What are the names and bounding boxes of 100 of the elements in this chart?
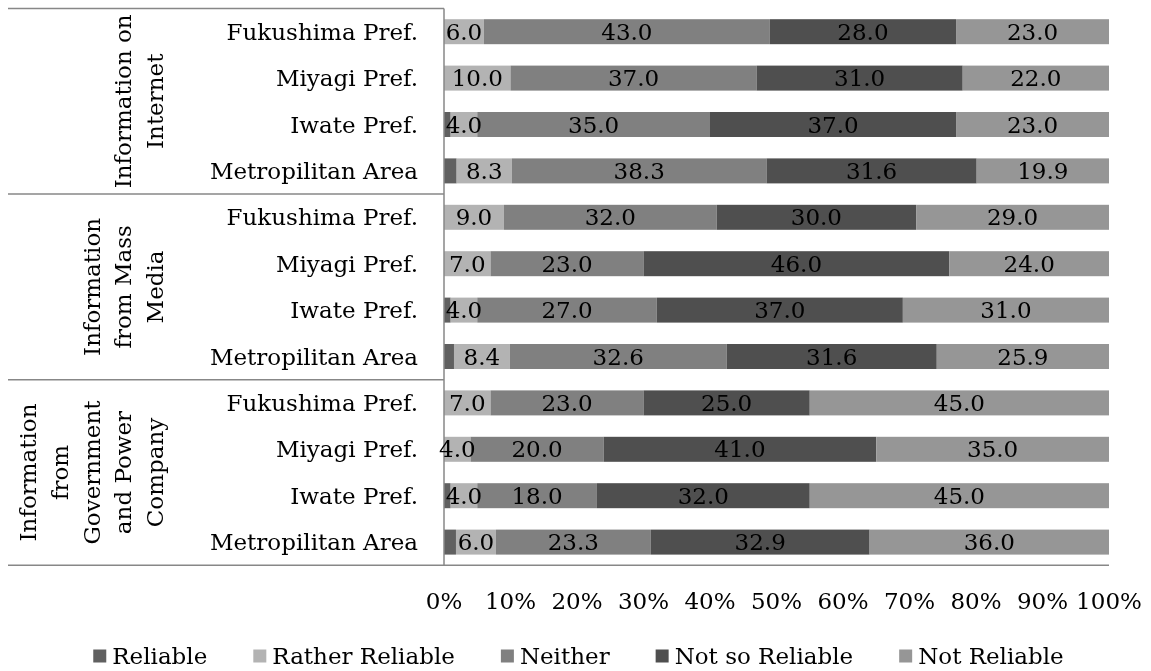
x-tick-label: 70% <box>883 588 936 614</box>
bar <box>956 112 1109 137</box>
y-tick-label: Iwate Pref. <box>290 482 418 509</box>
data-label: 23.0 <box>541 250 593 277</box>
data-label: 28.0 <box>837 18 889 45</box>
data-label: 6.0 <box>445 18 483 45</box>
data-label: 38.3 <box>613 157 665 184</box>
bar <box>490 251 644 277</box>
data-label: 18.0 <box>511 482 563 509</box>
data-label: 8.4 <box>463 343 501 370</box>
data-label: 31.0 <box>980 297 1032 324</box>
legend-label: Rather Reliable <box>272 643 455 669</box>
bar <box>726 344 937 369</box>
data-label: 7.0 <box>448 250 486 277</box>
data-label: 22.0 <box>1010 65 1062 92</box>
x-tick-label: 40% <box>684 588 736 614</box>
data-label: 41.0 <box>714 436 766 463</box>
text: Information on Internet <box>110 14 168 189</box>
bar <box>444 344 454 369</box>
y-tick-label: Miyagi Pref. <box>275 436 418 463</box>
data-label: 23.0 <box>1006 18 1059 45</box>
data-label: 37.0 <box>607 65 660 92</box>
bar <box>603 436 877 462</box>
bar <box>710 112 957 137</box>
data-label: 32.6 <box>592 343 644 370</box>
bar <box>769 19 957 45</box>
data-label: 32.0 <box>584 204 636 231</box>
bar <box>503 204 717 230</box>
x-tick-label: 0% <box>425 588 463 614</box>
bar <box>444 529 456 555</box>
data-label: 29.0 <box>986 204 1039 231</box>
y-tick-label: Metropilitan Area <box>209 157 419 184</box>
data-label: 32.0 <box>677 482 729 509</box>
data-label: 9.0 <box>455 204 493 231</box>
data-label: 4.0 <box>445 482 483 509</box>
x-tick-label: 80% <box>950 588 1002 614</box>
x-tick-label: 60% <box>817 588 869 614</box>
legend-label: Not Reliable <box>918 643 1064 669</box>
y-tick-label: Miyagi Pref. <box>275 65 418 92</box>
bar <box>716 204 917 230</box>
bar <box>509 344 727 369</box>
bar <box>650 529 870 555</box>
x-tick-label: 50% <box>750 588 803 614</box>
text: Information from Government and Power Company <box>15 399 168 545</box>
data-label: 46.0 <box>770 250 823 277</box>
data-label: 7.0 <box>448 389 486 416</box>
data-label: 20.0 <box>511 436 563 463</box>
data-label: 31.6 <box>806 343 858 370</box>
bar <box>643 251 950 277</box>
bar <box>976 158 1109 184</box>
data-label: 24.0 <box>1003 250 1055 277</box>
data-label: 4.0 <box>445 297 483 324</box>
data-label: 32.9 <box>734 529 786 556</box>
y-tick-label: Iwate Pref. <box>290 297 418 324</box>
bar <box>766 158 977 184</box>
y-tick-label: Miyagi Pref. <box>275 250 418 277</box>
data-label: 31.0 <box>834 65 886 92</box>
bar <box>596 483 810 509</box>
data-label: 35.0 <box>967 436 1019 463</box>
bar <box>876 436 1109 462</box>
bar <box>956 19 1109 45</box>
x-tick-label: 20% <box>551 588 603 614</box>
bar <box>510 65 757 91</box>
data-label: 6.0 <box>457 529 495 556</box>
y-tick-label: Iwate Pref. <box>290 111 418 138</box>
data-label: 23.0 <box>541 389 593 416</box>
bar <box>656 297 903 323</box>
x-tick-label: 10% <box>484 588 537 614</box>
bar <box>444 158 457 184</box>
bar <box>495 529 651 555</box>
data-label: 25.0 <box>701 389 753 416</box>
legend-label: Not so Reliable <box>674 643 854 669</box>
data-label: 37.0 <box>807 111 859 138</box>
data-label: 23.3 <box>547 529 599 556</box>
bar <box>490 390 644 416</box>
bar <box>962 65 1109 91</box>
data-label: 35.0 <box>568 111 620 138</box>
data-label: 37.0 <box>754 297 806 324</box>
bar <box>949 251 1109 277</box>
bar <box>643 390 810 416</box>
data-label: 36.0 <box>963 529 1015 556</box>
data-label: 45.0 <box>933 482 985 509</box>
data-label: 19.9 <box>1017 157 1069 184</box>
bar <box>869 529 1109 555</box>
y-tick-label: Fukushima Pref. <box>226 18 418 45</box>
data-label: 23.0 <box>1006 111 1059 138</box>
data-label: 27.0 <box>541 297 593 324</box>
data-label: 43.0 <box>601 18 653 45</box>
data-label: 4.0 <box>439 436 476 463</box>
bar <box>756 65 963 91</box>
legend-label: Neither <box>519 643 610 669</box>
bar <box>809 390 1109 416</box>
bar <box>809 483 1109 509</box>
data-label: 31.6 <box>845 157 898 184</box>
x-tick-label: 100% <box>1076 588 1142 614</box>
bar <box>936 344 1109 369</box>
bar <box>902 297 1109 323</box>
y-tick-label: Metropilitan Area <box>209 529 419 556</box>
legend-label: Reliable <box>112 643 208 669</box>
data-label: 30.0 <box>790 204 843 231</box>
